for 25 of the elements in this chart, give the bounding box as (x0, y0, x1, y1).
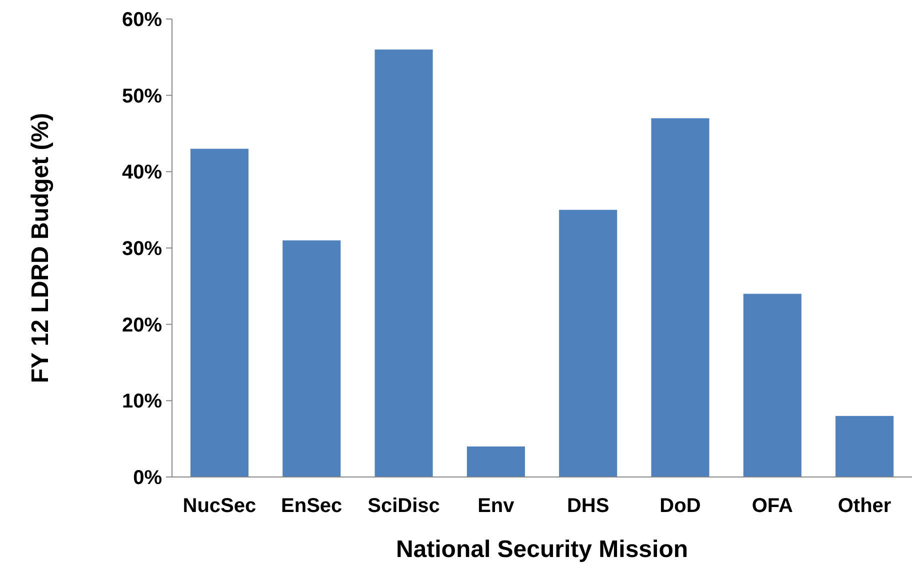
y-tick-label: 10% (122, 390, 162, 413)
x-tick-label: DoD (660, 495, 701, 517)
x-tick-label: SciDisc (368, 495, 440, 517)
y-tick-label: 40% (122, 162, 162, 184)
bar (282, 240, 341, 477)
bar (836, 416, 894, 477)
x-tick-label: Other (838, 495, 892, 517)
y-tick-label: 30% (122, 238, 162, 260)
bar (466, 446, 525, 477)
x-tick-label: NucSec (182, 495, 256, 517)
y-tick-label: 20% (122, 314, 162, 336)
bar (651, 118, 710, 477)
x-tick-label: EnSec (281, 495, 342, 517)
y-tick-label: 50% (122, 85, 162, 108)
bar (190, 148, 248, 477)
bar (374, 50, 433, 477)
y-axis-title: FY 12 LDRD Budget (%) (27, 112, 54, 384)
y-tick-label: 0% (133, 467, 162, 489)
x-tick-label: DHS (566, 495, 610, 517)
bar (743, 294, 802, 477)
bar (559, 210, 618, 477)
y-tick-label: 60% (122, 9, 162, 31)
x-axis-title: National Security Mission (396, 536, 688, 563)
x-tick-label: Env (478, 495, 516, 517)
x-tick-label: OFA (752, 495, 793, 517)
